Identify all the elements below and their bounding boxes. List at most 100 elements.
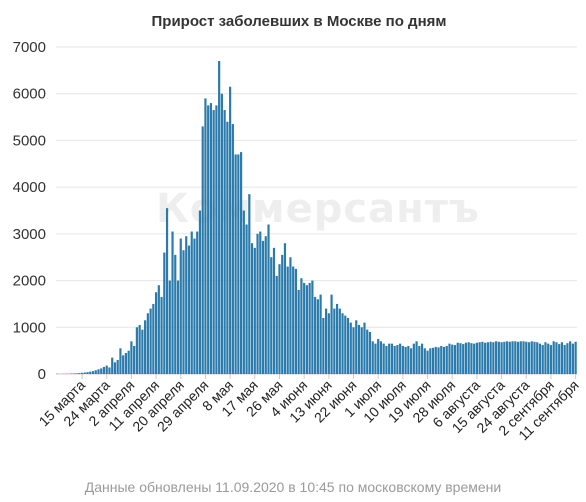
bar (253, 247, 256, 374)
bar (385, 345, 388, 374)
bar (314, 296, 317, 374)
bar (453, 345, 457, 374)
bar (289, 257, 292, 374)
bar (366, 329, 369, 374)
bar (544, 342, 547, 374)
bar (226, 121, 229, 375)
bar (497, 341, 500, 374)
bar (119, 348, 122, 374)
bar (330, 294, 333, 374)
bar (168, 280, 171, 374)
bar (223, 110, 226, 374)
bar (111, 357, 114, 374)
bar (305, 285, 308, 374)
bar (198, 210, 202, 374)
bar (407, 345, 410, 374)
bar (374, 343, 377, 374)
bar (404, 346, 407, 374)
y-tick-label: 2000 (13, 273, 46, 290)
bar (360, 327, 363, 374)
bar (278, 264, 281, 374)
bar (431, 347, 435, 374)
bar (281, 254, 284, 374)
bar (475, 342, 479, 374)
bar (286, 266, 289, 374)
bar (105, 365, 108, 374)
bar (201, 126, 204, 374)
bar (209, 103, 213, 374)
bar (207, 105, 210, 374)
bar (440, 345, 443, 374)
bar (473, 343, 476, 374)
bar (113, 362, 117, 374)
bar (283, 243, 287, 374)
bar (434, 346, 437, 374)
bar (165, 208, 169, 374)
bar (248, 194, 251, 374)
bar (558, 344, 561, 374)
bar (338, 308, 341, 374)
bar (256, 233, 259, 374)
bar (390, 343, 393, 374)
bars (56, 61, 577, 375)
chart-title: Прирост заболевших в Москве по дням (152, 13, 447, 30)
bar (456, 342, 459, 374)
bar (146, 313, 149, 374)
bar (379, 341, 383, 374)
bar (325, 308, 328, 374)
bar (442, 346, 446, 374)
bar (179, 238, 182, 374)
bar (220, 93, 223, 375)
bar (272, 247, 276, 374)
bar (522, 341, 525, 374)
bar (541, 345, 544, 374)
bar (547, 343, 550, 374)
bar (401, 345, 404, 374)
bar (231, 124, 234, 374)
bar (294, 268, 298, 374)
bar (116, 359, 119, 374)
bar (486, 342, 489, 374)
bar (489, 341, 492, 374)
bar (319, 294, 322, 374)
bar (549, 345, 553, 374)
bar (423, 348, 426, 374)
bar (538, 343, 542, 374)
bar (514, 341, 517, 374)
bar (519, 341, 522, 374)
bar (303, 282, 306, 374)
bar (190, 231, 193, 374)
bar (171, 231, 174, 374)
bar (185, 236, 188, 374)
bar (215, 105, 218, 374)
bar (174, 254, 177, 374)
bar (264, 236, 267, 374)
bar (382, 343, 385, 374)
bar (335, 303, 339, 374)
bar (341, 313, 344, 374)
bar (259, 231, 262, 374)
bar (94, 370, 97, 374)
bar (420, 343, 424, 374)
bar (275, 275, 278, 374)
y-tick-label: 5000 (13, 132, 46, 149)
bar (363, 322, 366, 374)
gridlines (56, 46, 577, 375)
bar (163, 252, 166, 374)
bar (187, 245, 191, 374)
y-tick-label: 7000 (13, 39, 46, 56)
bar (311, 280, 314, 374)
bar (102, 366, 106, 374)
bar (349, 322, 352, 374)
bar (160, 296, 163, 374)
bar (555, 342, 558, 374)
bar (234, 154, 237, 374)
bar (122, 355, 125, 374)
y-tick-label: 4000 (13, 179, 46, 196)
y-tick-label: 0 (38, 366, 46, 383)
bar (533, 341, 536, 374)
bar (80, 372, 84, 374)
bar (218, 61, 221, 374)
bar (91, 371, 95, 374)
